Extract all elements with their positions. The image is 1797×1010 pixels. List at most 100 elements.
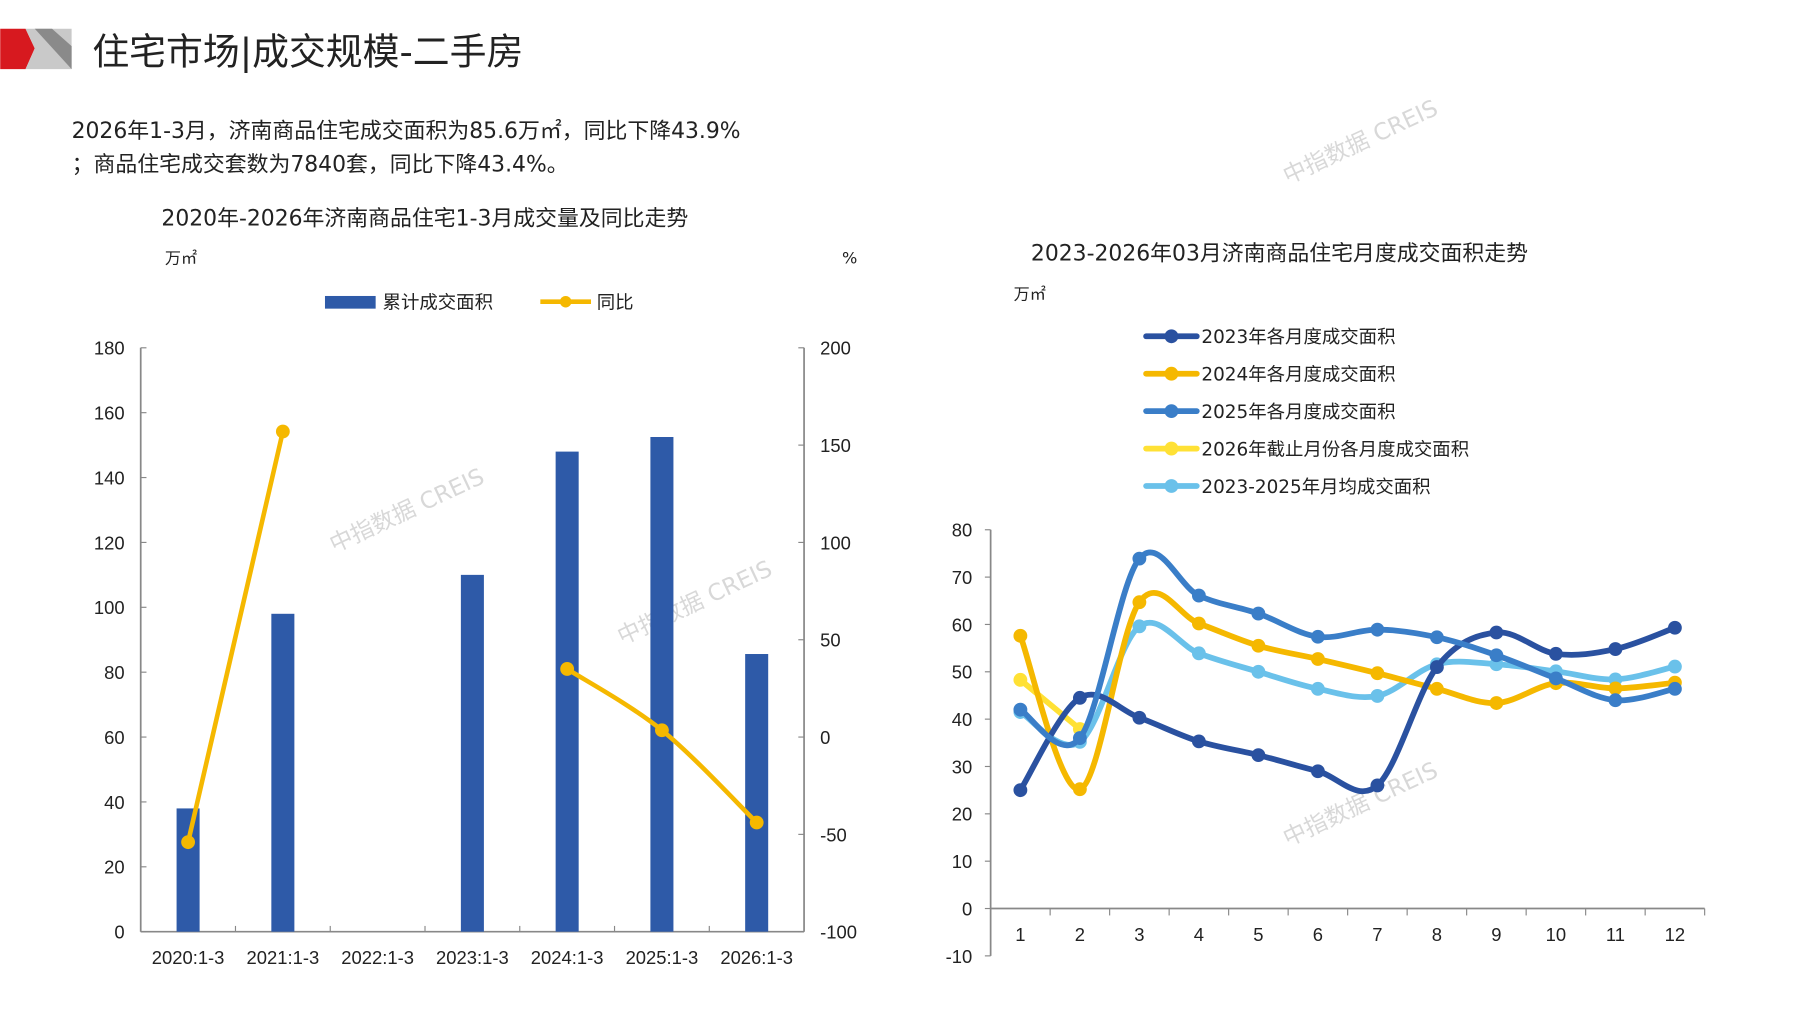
x-tick-label: 2021:1-3 xyxy=(247,947,320,968)
y-tick-label: 40 xyxy=(104,792,124,813)
x-tick-label: 2023:1-3 xyxy=(436,947,509,968)
legend-label-4: 2023-2025年月均成交面积 xyxy=(1201,477,1430,498)
legend-label-1: 2024年各月度成交面积 xyxy=(1201,365,1395,386)
series-0-point-7 xyxy=(1370,778,1385,793)
y-tick-label: 60 xyxy=(104,727,124,748)
series-0-point-10 xyxy=(1548,646,1563,661)
summary-line-2: ；商品住宅成交套数为7840套，同比下降43.4%。 xyxy=(72,153,569,178)
series-4-point-7 xyxy=(1370,689,1385,703)
bar-2021:1-3 xyxy=(271,613,295,932)
series-0-point-9 xyxy=(1489,625,1504,640)
series-4-point-3 xyxy=(1132,619,1147,634)
series-1-point-11 xyxy=(1608,681,1623,696)
legend-line-marker xyxy=(559,295,572,308)
x-tick-label: 5 xyxy=(1253,924,1263,945)
yoy-point-2024:1-3 xyxy=(560,662,575,676)
y-tick-label: 0 xyxy=(114,922,124,943)
series-0-point-12 xyxy=(1667,620,1682,635)
x-tick-label: 2 xyxy=(1075,924,1085,945)
series-2-point-3 xyxy=(1132,551,1147,566)
y-tick-label: 80 xyxy=(952,520,972,541)
series-line-0 xyxy=(1017,625,1676,795)
series-1-point-5 xyxy=(1251,638,1266,653)
series-1-point-1 xyxy=(1013,628,1028,643)
chart2-title: 2023-2026年03月济南商品住宅月度成交面积走势 xyxy=(1031,241,1528,266)
series-1-point-8 xyxy=(1429,681,1444,696)
y-tick-label: 180 xyxy=(94,338,125,359)
series-4-point-4 xyxy=(1191,646,1206,661)
series-0-point-1 xyxy=(1013,783,1028,798)
y-tick-label: 20 xyxy=(952,804,972,825)
series-0-point-2 xyxy=(1072,690,1087,705)
legend-label-3: 2026年截止月份各月度成交面积 xyxy=(1201,439,1469,460)
y-tick-label: 160 xyxy=(94,403,125,424)
bar-2026:1-3 xyxy=(745,654,769,932)
y-tick-label: 100 xyxy=(94,597,125,618)
bar-2025:1-3 xyxy=(650,437,674,932)
yoy-point-2026:1-3 xyxy=(749,815,764,830)
legend-marker-1 xyxy=(1164,366,1179,381)
x-tick-label: 6 xyxy=(1313,924,1323,945)
yoy-line xyxy=(185,430,286,843)
series-2-point-9 xyxy=(1489,648,1504,663)
x-tick-label: 2020:1-3 xyxy=(152,947,225,968)
x-tick-label: 12 xyxy=(1665,924,1685,945)
logo-mark xyxy=(0,28,72,70)
y-tick-label: 40 xyxy=(952,709,972,730)
series-4-point-12 xyxy=(1667,659,1682,674)
bar-2023:1-3 xyxy=(460,574,484,932)
monthly-line-chart: 2023-2026年03月济南商品住宅月度成交面积走势 万㎡ 2023年各月度成… xyxy=(946,241,1706,967)
series-line-2 xyxy=(1018,549,1676,749)
series-0-point-11 xyxy=(1608,642,1623,656)
bar-2020:1-3 xyxy=(176,808,200,932)
y2-tick-label: 50 xyxy=(820,630,840,651)
series-2-point-11 xyxy=(1608,693,1623,708)
y-tick-label: 20 xyxy=(104,857,124,878)
annual-bar-line-chart: 2020年-2026年济南商品住宅1-3月成交量及同比走势 万㎡ % 累计成交面… xyxy=(94,207,858,968)
y-tick-label: 60 xyxy=(952,614,972,635)
legend-bar-swatch xyxy=(324,295,376,309)
legend-label-2: 2025年各月度成交面积 xyxy=(1201,402,1395,423)
y2-tick-label: -50 xyxy=(820,824,847,845)
series-1-point-4 xyxy=(1191,616,1206,631)
x-tick-label: 4 xyxy=(1194,924,1204,945)
x-tick-label: 2026:1-3 xyxy=(720,947,793,968)
series-1-point-2 xyxy=(1072,782,1087,797)
y-tick-label: 70 xyxy=(952,567,972,588)
y-tick-label: 120 xyxy=(94,532,125,553)
legend-marker-0 xyxy=(1164,329,1179,344)
series-2-point-10 xyxy=(1548,671,1563,686)
legend-bar-label: 累计成交面积 xyxy=(383,293,493,314)
summary-line-1: 2026年1-3月，济南商品住宅成交面积为85.6万㎡，同比下降43.9% xyxy=(72,118,741,144)
watermark: 中指数据 CREIS xyxy=(1279,95,1442,189)
x-tick-label: 2025:1-3 xyxy=(626,947,699,968)
watermark: 中指数据 CREIS xyxy=(1279,758,1442,852)
x-tick-label: 1 xyxy=(1015,924,1025,945)
series-2-point-7 xyxy=(1370,622,1385,637)
legend-marker-4 xyxy=(1164,479,1179,493)
legend-label-0: 2023年各月度成交面积 xyxy=(1201,327,1395,348)
chart1-title: 2020年-2026年济南商品住宅1-3月成交量及同比走势 xyxy=(161,207,688,232)
series-0-point-8 xyxy=(1429,660,1444,674)
series-4-point-6 xyxy=(1310,681,1325,696)
bar-2024:1-3 xyxy=(555,451,579,932)
chart2-ylabel: 万㎡ xyxy=(1014,284,1046,303)
y-tick-label: 30 xyxy=(952,756,972,777)
x-tick-label: 8 xyxy=(1432,924,1442,945)
y-tick-label: 10 xyxy=(952,851,972,872)
y2-tick-label: 0 xyxy=(820,727,830,748)
yoy-point-2021:1-3 xyxy=(275,424,290,439)
legend-marker-3 xyxy=(1164,441,1179,456)
legend-marker-2 xyxy=(1164,404,1179,419)
chart1-ylabel: 万㎡ xyxy=(165,249,197,268)
series-1-point-6 xyxy=(1310,652,1325,666)
series-2-point-4 xyxy=(1191,588,1206,603)
series-1-point-7 xyxy=(1370,666,1385,681)
y-tick-label: 80 xyxy=(104,662,124,683)
y2-tick-label: 100 xyxy=(820,532,851,553)
x-tick-label: 7 xyxy=(1372,924,1382,945)
yoy-point-2020:1-3 xyxy=(181,835,196,850)
y-tick-label: -10 xyxy=(946,946,973,967)
series-0-point-3 xyxy=(1132,710,1147,725)
